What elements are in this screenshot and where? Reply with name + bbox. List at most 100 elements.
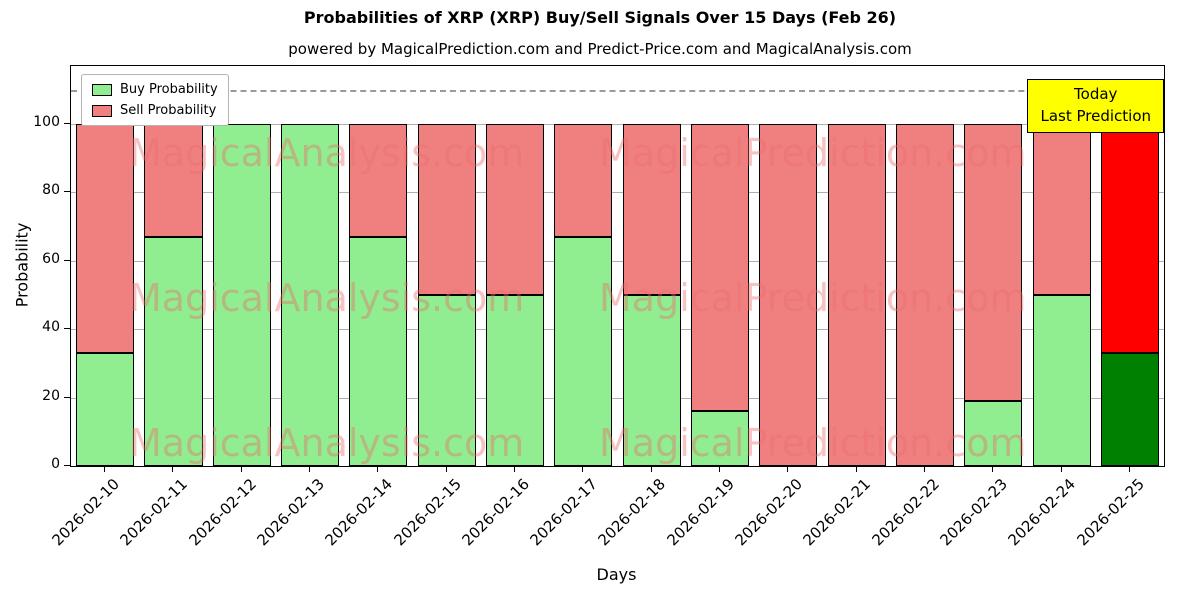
gridline-20 bbox=[71, 397, 1164, 399]
bar-2026-02-16 bbox=[481, 66, 549, 466]
buy-segment bbox=[1032, 295, 1091, 466]
x-tick-label: 2026-02-16 bbox=[458, 475, 533, 550]
x-tick-label: 2026-02-14 bbox=[321, 475, 397, 550]
buy-segment bbox=[1100, 353, 1159, 466]
chart-title: Probabilities of XRP (XRP) Buy/Sell Sign… bbox=[303, 8, 897, 27]
x-tick-mark bbox=[1128, 466, 1130, 472]
buy-segment bbox=[349, 236, 408, 466]
bar-2026-02-20 bbox=[754, 66, 822, 466]
x-tick-label: 2026-02-18 bbox=[595, 475, 670, 550]
sell-segment bbox=[1032, 124, 1091, 296]
buy-segment bbox=[964, 401, 1023, 466]
bar-2026-02-15 bbox=[413, 66, 481, 466]
x-tick-mark bbox=[787, 466, 789, 472]
today-annotation: Today Last Prediction bbox=[1027, 79, 1164, 133]
x-tick-label: 2026-02-22 bbox=[868, 475, 943, 550]
y-tick-mark bbox=[64, 465, 70, 466]
bar-2026-02-17 bbox=[549, 66, 617, 466]
gridline-80 bbox=[71, 192, 1164, 194]
gridline-40 bbox=[71, 329, 1164, 331]
x-axis-label: Days bbox=[596, 565, 637, 584]
sell-segment bbox=[486, 124, 545, 296]
x-tick-label: 2026-02-17 bbox=[526, 475, 602, 550]
buy-segment bbox=[144, 236, 203, 466]
buy-segment bbox=[76, 353, 135, 466]
x-tick-mark bbox=[514, 466, 516, 472]
x-tick-mark bbox=[855, 466, 857, 472]
plot-area: MagicalAnalysis.com MagicalPrediction.com… bbox=[70, 65, 1165, 467]
x-tick-mark bbox=[992, 466, 994, 472]
buy-segment bbox=[417, 295, 476, 466]
x-tick-mark bbox=[650, 466, 652, 472]
x-tick-label: 2026-02-15 bbox=[390, 475, 465, 550]
x-tick-mark bbox=[240, 466, 242, 472]
chart-subtitle: powered by MagicalPrediction.com and Pre… bbox=[288, 40, 912, 58]
y-tick-mark bbox=[64, 259, 70, 261]
sell-segment bbox=[964, 124, 1023, 402]
x-tick-mark bbox=[104, 466, 106, 472]
y-tick-mark bbox=[64, 328, 70, 330]
x-tick-label: 2026-02-24 bbox=[1004, 475, 1080, 550]
buy-segment bbox=[281, 124, 340, 466]
threshold-dashed-line bbox=[71, 89, 1164, 92]
sell-segment bbox=[144, 124, 203, 237]
y-tick-label: 80 bbox=[42, 182, 60, 199]
bar-2026-02-10 bbox=[71, 66, 139, 466]
bar-2026-02-12 bbox=[208, 66, 276, 466]
x-tick-label: 2026-02-20 bbox=[731, 475, 807, 550]
x-tick-mark bbox=[1060, 466, 1062, 472]
x-tick-label: 2026-02-21 bbox=[799, 475, 875, 550]
buy-segment bbox=[212, 124, 271, 466]
sell-segment bbox=[690, 124, 749, 412]
buy-segment bbox=[622, 295, 681, 466]
bar-2026-02-19 bbox=[686, 66, 754, 466]
legend-item-buy: Buy Probability bbox=[92, 82, 218, 97]
y-tick-label: 0 bbox=[51, 456, 60, 472]
buy-segment bbox=[486, 295, 545, 466]
buy-segment bbox=[554, 236, 613, 466]
bar-2026-02-14 bbox=[344, 66, 412, 466]
x-tick-mark bbox=[582, 466, 584, 472]
buy-segment bbox=[690, 411, 749, 466]
bar-2026-02-11 bbox=[139, 66, 207, 466]
x-tick-label: 2026-02-23 bbox=[936, 475, 1011, 550]
y-tick-label: 60 bbox=[42, 250, 60, 267]
sell-segment bbox=[417, 124, 476, 296]
bar-2026-02-21 bbox=[822, 66, 890, 466]
sell-segment bbox=[554, 124, 613, 237]
sell-segment bbox=[1100, 124, 1159, 354]
x-tick-label: 2026-02-19 bbox=[663, 475, 738, 550]
gridline-100 bbox=[71, 124, 1164, 126]
buy-swatch-icon bbox=[92, 83, 112, 96]
x-tick-mark bbox=[923, 466, 925, 472]
bar-2026-02-22 bbox=[891, 66, 959, 466]
sell-segment bbox=[622, 124, 681, 296]
y-tick-mark bbox=[64, 191, 70, 193]
sell-segment bbox=[895, 124, 954, 466]
y-tick-mark bbox=[64, 396, 70, 398]
today-annotation-line2: Last Prediction bbox=[1040, 106, 1151, 125]
x-tick-label: 2026-02-12 bbox=[185, 475, 260, 550]
x-tick-mark bbox=[377, 466, 379, 472]
x-tick-label: 2026-02-13 bbox=[253, 475, 328, 550]
x-tick-label: 2026-02-10 bbox=[48, 475, 123, 550]
x-tick-mark bbox=[172, 466, 174, 472]
sell-swatch-icon bbox=[92, 104, 112, 117]
y-tick-label: 100 bbox=[33, 114, 60, 131]
x-tick-mark bbox=[445, 466, 447, 472]
gridline-60 bbox=[71, 260, 1164, 262]
legend-label-sell: Sell Probability bbox=[120, 103, 217, 118]
legend: Buy Probability Sell Probability bbox=[81, 74, 229, 126]
sell-segment bbox=[349, 124, 408, 237]
x-tick-mark bbox=[309, 466, 311, 472]
bar-2026-02-23 bbox=[959, 66, 1027, 466]
x-tick-label: 2026-02-25 bbox=[1073, 475, 1148, 550]
x-tick-label: 2026-02-11 bbox=[116, 475, 192, 550]
legend-label-buy: Buy Probability bbox=[120, 82, 218, 97]
bars-layer bbox=[71, 66, 1164, 466]
bar-2026-02-18 bbox=[618, 66, 686, 466]
y-tick-mark bbox=[64, 123, 70, 125]
y-tick-label: 20 bbox=[42, 387, 60, 404]
legend-item-sell: Sell Probability bbox=[92, 103, 218, 118]
